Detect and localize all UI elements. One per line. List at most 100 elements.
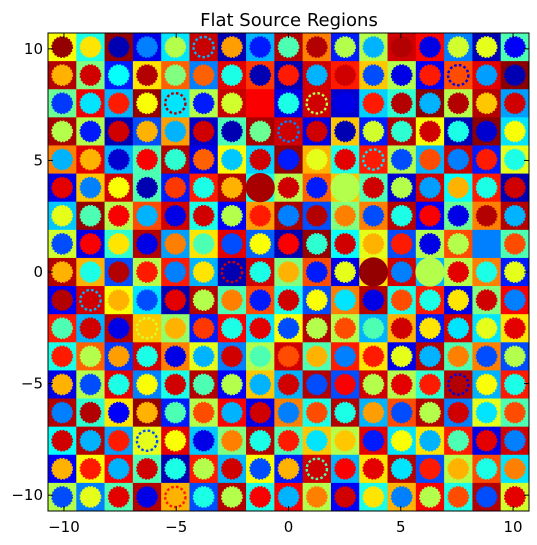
cell-circle xyxy=(136,346,158,367)
cell-circle xyxy=(448,36,469,58)
cell-circle xyxy=(250,374,271,395)
cell-circle xyxy=(306,121,327,142)
cell-circle-edge xyxy=(475,232,498,255)
y-axis: −10 −5 0 5 10 xyxy=(11,40,529,504)
cell-circle xyxy=(334,486,356,508)
cell-circle xyxy=(476,205,497,226)
cell-circle-edge xyxy=(390,457,413,480)
cell-circle-edge xyxy=(107,148,130,171)
cell-circle-edge xyxy=(305,261,328,283)
cell-circle-edge xyxy=(503,148,526,171)
cell-circle xyxy=(80,36,101,58)
cell-circle xyxy=(108,458,129,479)
cell-circle xyxy=(306,36,327,58)
cell-circle xyxy=(419,318,441,339)
cell-circle xyxy=(504,374,525,395)
cell-circle xyxy=(306,65,327,86)
cell-circle-edge xyxy=(277,401,300,424)
cell-circle-edge xyxy=(249,289,272,312)
cell-circle xyxy=(363,177,384,198)
cell-circle xyxy=(278,93,299,114)
cell-circle-edge xyxy=(51,92,74,115)
cell-circle xyxy=(391,93,412,114)
cell-circle-edge xyxy=(503,36,526,58)
cell-circle-edge xyxy=(136,232,158,255)
cell-circle xyxy=(193,289,214,311)
cell-circle-edge xyxy=(79,176,102,199)
cell-circle xyxy=(250,402,271,423)
cell-ring xyxy=(164,485,187,509)
cell-circle xyxy=(306,205,327,226)
cell-circle xyxy=(419,149,441,170)
cell-circle xyxy=(334,121,356,142)
cell-circle xyxy=(476,93,497,114)
cell-circle-edge xyxy=(79,486,102,508)
cell-circle xyxy=(250,36,271,58)
cell-circle xyxy=(80,65,101,86)
cell-circle xyxy=(52,374,73,395)
cell-circle-edge xyxy=(447,345,470,368)
cell-circle xyxy=(363,458,384,479)
region-blob xyxy=(330,173,360,203)
cell-circle xyxy=(108,289,129,311)
cell-circle-edge xyxy=(277,176,300,199)
cell-circle xyxy=(419,458,441,479)
cell-circle xyxy=(165,121,186,142)
cell-circle-edge xyxy=(503,373,526,396)
cell-circle xyxy=(80,261,101,283)
cell-circle-edge xyxy=(390,345,413,368)
cell-circle-edge xyxy=(503,457,526,480)
cell-circle-edge xyxy=(447,317,470,340)
cell-circle xyxy=(193,374,214,395)
cell-circle-edge xyxy=(503,345,526,368)
cell-circle xyxy=(278,346,299,367)
cell-circle xyxy=(52,289,73,311)
cell-circle xyxy=(165,205,186,226)
cell-circle-edge xyxy=(136,36,158,58)
cell-circle-edge xyxy=(419,429,441,452)
cell-circle-edge xyxy=(305,317,328,340)
cell-circle xyxy=(193,430,214,451)
cell-circle-edge xyxy=(51,373,74,396)
cell-circle-edge xyxy=(220,429,243,452)
cell-circle xyxy=(419,346,441,367)
cell-circle-edge xyxy=(419,176,441,199)
cell-circle xyxy=(391,346,412,367)
cell-circle xyxy=(334,261,356,283)
cell-circle xyxy=(136,177,158,198)
cell-circle xyxy=(278,177,299,198)
cell-circle-edge xyxy=(192,457,215,480)
cell-circle xyxy=(193,318,214,339)
cell-circle-edge xyxy=(334,261,357,283)
cell-circle xyxy=(391,486,412,508)
cell-circle xyxy=(334,93,356,114)
cell-circle-edge xyxy=(419,204,441,227)
cell-circle-edge xyxy=(277,232,300,255)
cell-circle xyxy=(193,486,214,508)
cell-circle-edge xyxy=(249,373,272,396)
cell-circle xyxy=(108,205,129,226)
cell-circle xyxy=(334,65,356,86)
cell-circle xyxy=(306,149,327,170)
cell-circle xyxy=(193,205,214,226)
cell-circle-edge xyxy=(305,64,328,87)
cell-circle-edge xyxy=(305,148,328,171)
cell-circle-edge xyxy=(475,261,498,283)
cell-circle-edge xyxy=(192,373,215,396)
cell-circle xyxy=(476,261,497,283)
cell-circle xyxy=(476,346,497,367)
cell-circle xyxy=(476,374,497,395)
cell-circle xyxy=(504,318,525,339)
cell-circle xyxy=(165,346,186,367)
cell-circle-edge xyxy=(390,232,413,255)
cell-circle-edge xyxy=(51,120,74,143)
cell-circle xyxy=(193,261,214,283)
cell-circle xyxy=(504,233,525,255)
cell-circle-edge xyxy=(136,148,158,171)
cell-circle xyxy=(80,430,101,451)
cell-circle xyxy=(448,346,469,367)
cell-circle-edge xyxy=(334,36,357,58)
x-tick-label: 10 xyxy=(504,518,523,536)
cell-circle-edge xyxy=(475,120,498,143)
cell-circle xyxy=(136,261,158,283)
